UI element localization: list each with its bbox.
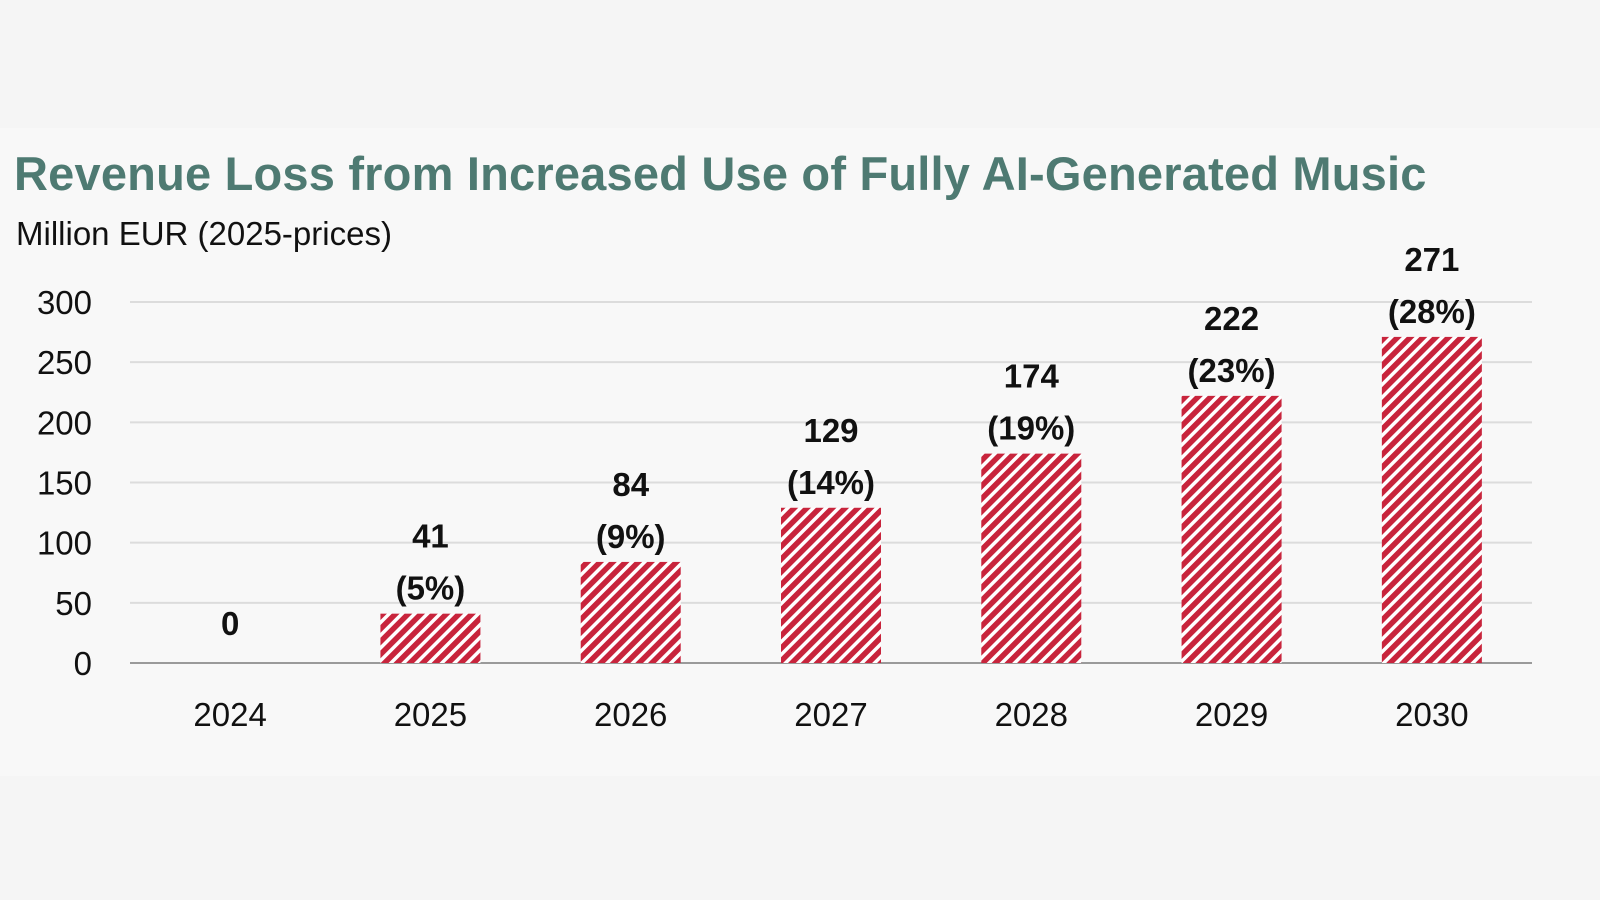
x-tick-label-2028: 2028 (995, 696, 1068, 733)
percent-label-2029: (23%) (1188, 352, 1276, 389)
chart-subtitle: Million EUR (2025-prices) (16, 215, 392, 252)
bars (380, 336, 1482, 663)
percent-label-2025: (5%) (396, 570, 466, 607)
y-tick-label: 250 (37, 344, 92, 381)
x-tick-label-2026: 2026 (594, 696, 667, 733)
value-label-2029: 222 (1204, 300, 1259, 337)
percent-label-2027: (14%) (787, 464, 875, 501)
bar-2027 (781, 507, 881, 663)
x-tick-label-2024: 2024 (193, 696, 266, 733)
y-tick-label: 300 (37, 284, 92, 321)
value-label-2028: 174 (1004, 358, 1060, 395)
x-tick-label-2030: 2030 (1395, 696, 1468, 733)
value-label-2024: 0 (221, 605, 239, 642)
gridlines (130, 301, 1532, 664)
percent-label-2028: (19%) (987, 410, 1075, 447)
y-tick-label: 50 (55, 585, 92, 622)
bar-2029 (1181, 395, 1282, 663)
percent-label-2030: (28%) (1388, 293, 1476, 330)
data-labels: 0 41 (5%) 84 (9%) 129 (14%) 174 (19%) 222 (23%) 271… (221, 241, 1476, 642)
x-tick-label-2027: 2027 (794, 696, 867, 733)
x-tick-label-2025: 2025 (394, 696, 467, 733)
bar-2028 (981, 453, 1082, 663)
bar-2030 (1381, 336, 1482, 663)
value-label-2030: 271 (1404, 241, 1459, 278)
y-axis-ticks: 0 50 100 150 200 250 300 (37, 284, 92, 682)
y-tick-label: 150 (37, 465, 92, 502)
value-label-2025: 41 (412, 518, 449, 555)
bar-2026 (580, 561, 681, 663)
x-tick-label-2029: 2029 (1195, 696, 1268, 733)
y-tick-label: 100 (37, 525, 92, 562)
y-tick-label: 0 (74, 645, 92, 682)
percent-label-2026: (9%) (596, 518, 666, 555)
x-axis-ticks: 2024 2025 2026 2027 2028 2029 2030 (193, 696, 1468, 733)
bar-2025 (380, 613, 481, 663)
y-tick-label: 200 (37, 404, 92, 441)
chart-panel (0, 128, 1600, 776)
value-label-2027: 129 (803, 412, 858, 449)
chart-title: Revenue Loss from Increased Use of Fully… (14, 147, 1427, 200)
value-label-2026: 84 (612, 466, 649, 503)
